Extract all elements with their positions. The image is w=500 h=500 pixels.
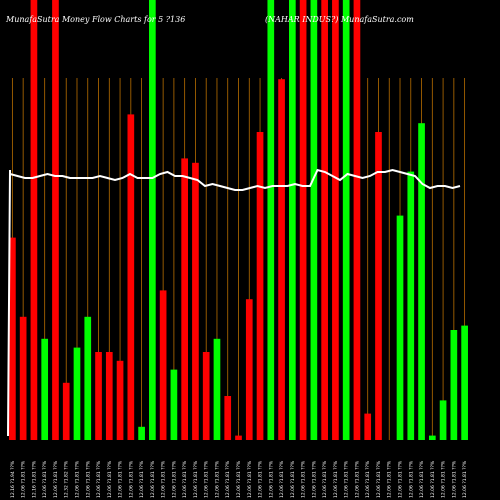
bar-down <box>127 114 135 441</box>
x-tick-label: 12.06 ?1.81 ??% <box>344 460 350 498</box>
x-tick-label: 12.06 ?1.81 ??% <box>96 460 102 498</box>
x-tick-label: 12.06 ?1.81 ??% <box>301 460 307 498</box>
x-tick-label: 12.06 ?1.81 ??% <box>214 460 220 498</box>
x-tick-label: 12.06 ?1.81 ??% <box>204 460 210 498</box>
bar-up <box>170 369 178 440</box>
bar-down <box>256 132 264 440</box>
bar-down <box>52 0 59 440</box>
x-tick-label: 12.06 ?1.81 ??% <box>333 460 339 498</box>
bar-down <box>105 352 113 440</box>
bar-down <box>9 237 16 440</box>
chart-bars <box>9 0 468 441</box>
x-tick-label: 12.06 ?1.81 ??% <box>225 460 231 498</box>
bar-down <box>181 158 188 440</box>
bar-down <box>19 316 27 440</box>
bar-up <box>428 435 436 440</box>
chart-title: MunafaSutra Money Flow Charts for 5 ?136 <box>5 15 185 24</box>
x-tick-label: 12.06 ?1.81 ??% <box>451 460 457 498</box>
bar-down <box>202 352 210 440</box>
bar-down <box>30 0 38 440</box>
x-tick-label: 12.06 ?1.81 ??% <box>150 460 156 498</box>
bar-down <box>353 0 361 440</box>
bar-up <box>73 347 81 440</box>
bar-down <box>278 79 285 440</box>
x-tick-label: 12.06 ?1.81 ??% <box>365 460 371 498</box>
x-tick-label: 12.06 ?1.81 ??% <box>236 460 242 498</box>
bar-up <box>342 0 350 440</box>
bar-down <box>235 435 242 440</box>
chart-subtitle: (NAHAR INDUS?) MunafaSutra.com <box>265 15 414 24</box>
x-tick-label: 12.32 ?1.82 ??% <box>64 460 70 498</box>
x-tick-label: 12.06 ?1.81 ??% <box>42 460 48 498</box>
x-tick-label: 12.06 ?1.81 ??% <box>398 460 404 498</box>
bar-up <box>267 0 275 440</box>
bar-up <box>418 123 425 440</box>
bar-down <box>116 360 124 440</box>
x-tick-label: 12.06 ?1.81 ??% <box>118 460 124 498</box>
x-tick-label: 12.06 ?1.81 ??% <box>376 460 382 498</box>
x-tick-label: 12.06 ?1.81 ??% <box>74 460 80 498</box>
bar-down <box>224 396 232 440</box>
x-tick-label: 12.06 ?1.81 ??% <box>258 460 264 498</box>
x-tick-label: 12.06 ?1.81 ??% <box>161 460 167 498</box>
x-tick-labels: 12.16 ?1.94 ??% 12.06 ?1.81 ??% 12.16 ?1.8… <box>10 460 468 498</box>
x-tick-label: 12.06 ?1.81 ??% <box>387 460 393 498</box>
bar-down <box>159 290 167 440</box>
bar-up <box>213 338 221 440</box>
bar-up <box>407 171 415 440</box>
x-tick-label: 12.06 ?1.81 ??% <box>290 460 296 498</box>
bar-down <box>95 352 102 440</box>
bar-up <box>41 338 49 440</box>
bar-down <box>245 299 253 440</box>
x-tick-label: 12.06 ?1.81 ??% <box>441 460 447 498</box>
bar-up <box>461 325 468 440</box>
bar-down <box>299 0 307 440</box>
x-tick-label: 12.06 ?1.81 ??% <box>247 460 253 498</box>
x-tick-label: 12.06 ?1.81 ??% <box>419 460 425 498</box>
x-tick-label: 12.16 ?1.94 ??% <box>10 460 16 498</box>
x-tick-label: 12.16 ?1.81 ??% <box>31 460 37 498</box>
bar-up <box>138 426 145 440</box>
bar-up <box>450 330 458 440</box>
x-tick-label: 12.06 ?1.81 ??% <box>311 460 317 498</box>
bar-down <box>192 162 199 441</box>
x-tick-label: 12.06 ?1.81 ??% <box>139 460 145 498</box>
x-tick-label: 12.06 ?1.81 ??% <box>408 460 414 498</box>
bar-up <box>84 316 92 440</box>
x-tick-label: 12.06 ?1.81 ??% <box>354 460 360 498</box>
x-tick-label: 12.06 ?1.81 ??% <box>85 460 91 498</box>
bar-down <box>62 382 70 440</box>
x-tick-label: 12.06 ?1.81 ??% <box>193 460 199 498</box>
x-tick-label: 12.06 ?1.81 ??% <box>182 460 188 498</box>
x-tick-label: 12.06 ?1.81 ??% <box>279 460 285 498</box>
x-tick-label: 12.06 ?1.81 ??% <box>430 460 436 498</box>
bar-down <box>375 132 382 440</box>
bar-up <box>310 0 318 440</box>
bar-up <box>396 215 404 440</box>
x-tick-label: 12.06 ?1.81 ??% <box>171 460 177 498</box>
chart-line <box>7 168 461 437</box>
bar-down <box>364 413 372 440</box>
x-tick-label: 12.06 ?1.81 ??% <box>53 460 59 498</box>
bar-down <box>332 0 339 440</box>
x-tick-label: 12.06 ?1.81 ??% <box>107 460 113 498</box>
x-tick-label: 12.06 ?1.81 ??% <box>268 460 274 498</box>
bar-down <box>321 0 328 440</box>
bar-up <box>289 0 296 440</box>
money-flow-line <box>7 168 461 437</box>
x-tick-label: 12.06 ?1.81 ??% <box>128 460 134 498</box>
x-tick-label: 12.06 ?1.81 ??% <box>21 460 27 498</box>
bar-up <box>149 0 156 440</box>
x-tick-label: 12.06 ?1.81 ??% <box>322 460 328 498</box>
x-tick-label: 12.06 ?1.81 ??% <box>462 460 468 498</box>
bar-up <box>439 400 447 440</box>
